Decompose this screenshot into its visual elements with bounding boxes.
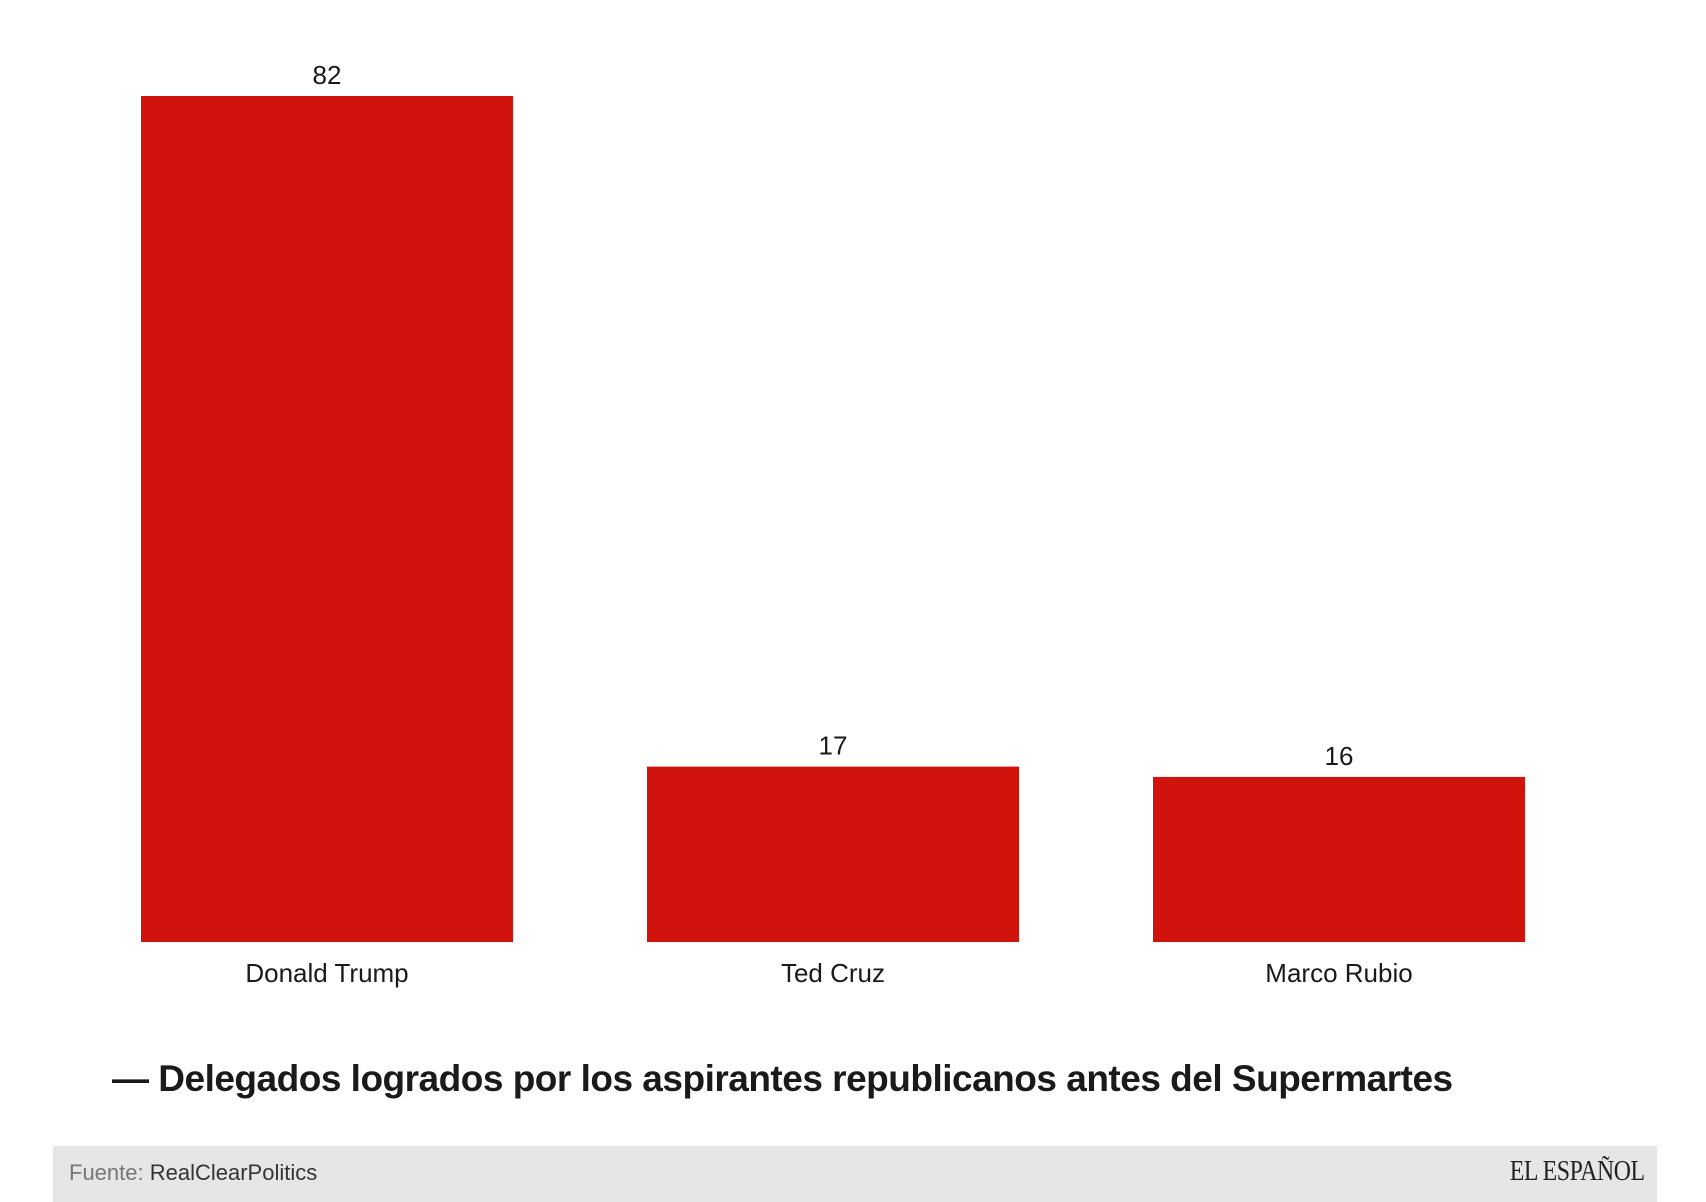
source-name: RealClearPolitics: [149, 1160, 318, 1185]
value-labels-group: 82 17 16: [313, 60, 1354, 771]
category-labels-group: Donald Trump Ted Cruz Marco Rubio: [245, 958, 1412, 988]
bars-group: [141, 96, 1525, 942]
value-label-donald-trump: 82: [313, 60, 342, 90]
footer-bar: Fuente: RealClearPolitics EL ESPAÑOL: [53, 1146, 1657, 1202]
bar-chart: 82 17 16 Donald Trump Ted Cruz Marco Rubio: [141, 60, 1525, 988]
category-label-marco-rubio: Marco Rubio: [1265, 958, 1412, 988]
source-credit: Fuente: RealClearPolitics: [69, 1160, 317, 1186]
category-label-ted-cruz: Ted Cruz: [781, 958, 885, 988]
category-label-donald-trump: Donald Trump: [245, 958, 408, 988]
bar-ted-cruz: [647, 766, 1019, 942]
value-label-ted-cruz: 17: [819, 731, 848, 761]
bar-donald-trump: [141, 96, 513, 942]
bar-marco-rubio: [1153, 776, 1525, 942]
chart-title: — Delegados logrados por los aspirantes …: [112, 1058, 1453, 1099]
source-prefix: Fuente:: [69, 1160, 150, 1185]
el-espanol-logo: EL ESPAÑOL: [1510, 1156, 1645, 1187]
value-label-marco-rubio: 16: [1325, 741, 1354, 771]
